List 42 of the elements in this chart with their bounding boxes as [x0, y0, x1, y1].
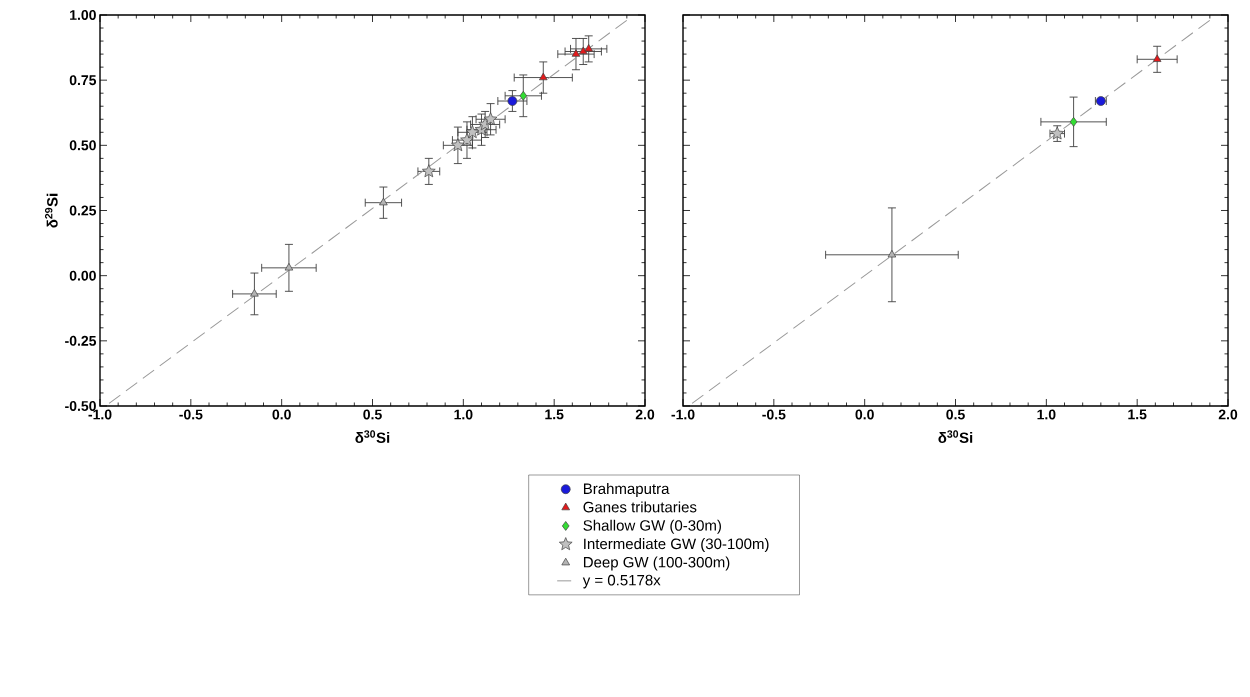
- legend-label: Shallow GW (0-30m): [583, 519, 721, 534]
- point: [887, 249, 897, 258]
- point: [539, 72, 548, 81]
- x-tick-label: -0.5: [762, 409, 786, 420]
- y-tick-label: 0.00: [69, 270, 96, 281]
- x-tick-label: -1.0: [671, 409, 695, 420]
- x-tick-label: 1.5: [545, 409, 564, 420]
- x-tick-label: 0.0: [272, 409, 291, 420]
- x-tick-label: 1.0: [1037, 409, 1056, 420]
- point: [507, 96, 518, 106]
- point: [519, 90, 528, 101]
- point: [1152, 54, 1162, 62]
- x-tick-label: -0.5: [179, 409, 203, 420]
- y-tick-label: 1.00: [70, 10, 96, 20]
- x-tick-label: 0.5: [363, 409, 382, 420]
- x-tick-label: 1.0: [454, 409, 473, 420]
- point: [284, 263, 294, 271]
- y-tick-label: -0.25: [65, 335, 97, 346]
- x-axis-title: δ$^{30}$Si: [938, 430, 973, 444]
- x-tick-label: 0.0: [855, 409, 874, 420]
- x-tick-label: 2.0: [635, 409, 655, 420]
- x-axis-title: δ$^{30}$Si: [355, 430, 390, 444]
- legend-label: y = 0.5178x: [582, 574, 661, 589]
- x-tick-label: 0.5: [946, 409, 965, 420]
- legend-label: Brahmaputra: [583, 483, 670, 497]
- point: [584, 44, 593, 52]
- legend-label: Ganes tributaries: [583, 501, 697, 513]
- point: [379, 197, 388, 206]
- y-tick-label: 0.75: [69, 75, 97, 86]
- y-tick-label: 0.25: [69, 205, 97, 216]
- y-axis-title: δ$^{29}$Si: [45, 193, 58, 228]
- point: [422, 164, 436, 178]
- legend-label: Deep GW (100-300m): [583, 556, 730, 571]
- legend-label: Intermediate GW (30-100m): [584, 538, 769, 553]
- x-tick-label: 1.5: [1128, 409, 1147, 420]
- x-tick-label: -1.0: [88, 409, 112, 420]
- y-tick-label: -0.50: [65, 401, 96, 411]
- x-tick-label: 2.0: [1218, 409, 1238, 420]
- point: [250, 289, 259, 297]
- y-tick-label: 0.50: [69, 140, 96, 151]
- point: [571, 49, 581, 57]
- point: [1069, 117, 1078, 127]
